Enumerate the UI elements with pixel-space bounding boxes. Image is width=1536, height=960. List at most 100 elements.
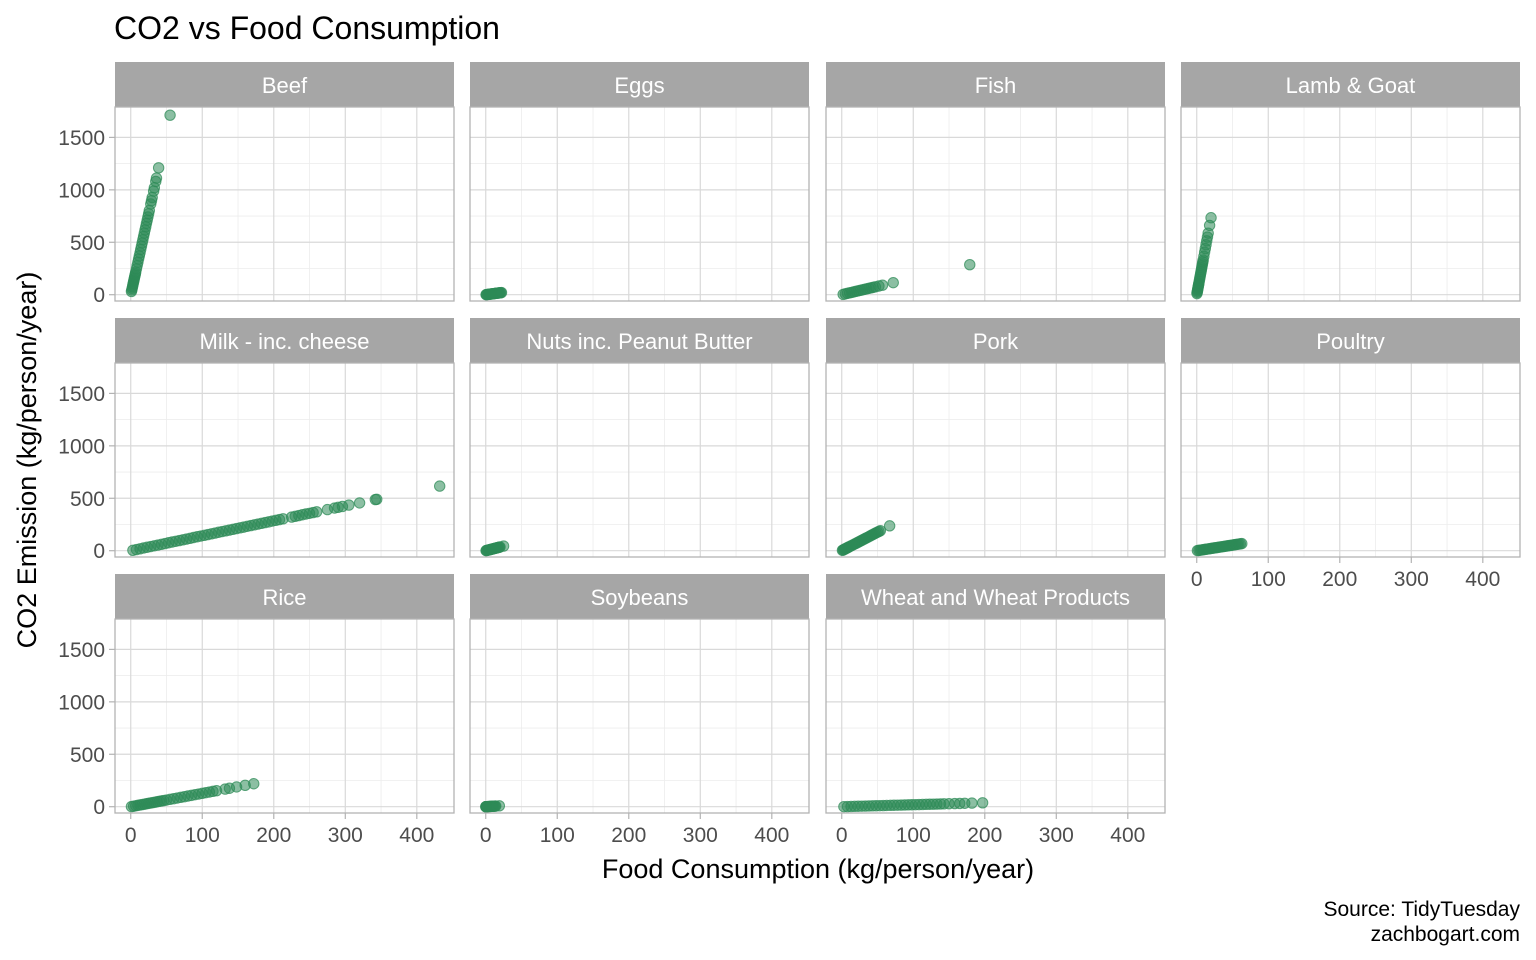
facet-wheat-and-wheat-products: Wheat and Wheat Products 0 100 200 300 400 — [825, 574, 1166, 847]
x-tick-label: 300 — [1039, 824, 1074, 847]
data-point — [883, 520, 896, 532]
facet-strip-label: Poultry — [1316, 329, 1384, 354]
facet-strip — [115, 318, 454, 363]
facet-strip — [470, 62, 809, 107]
x-tick-label: 200 — [1322, 568, 1357, 591]
y-tick-label: 1000 — [58, 179, 105, 202]
facet-soybeans: Soybeans 0 100 200 300 400 — [469, 574, 810, 847]
data-point — [493, 800, 506, 812]
x-tick-label: 200 — [256, 824, 291, 847]
data-point — [433, 480, 446, 492]
data-point — [353, 497, 366, 509]
facet-panel-border — [469, 362, 810, 558]
facet-poultry: Poultry 0 100 200 300 400 — [1180, 318, 1521, 591]
y-tick-label: 0 — [93, 796, 105, 819]
data-point — [150, 172, 163, 184]
y-tick-label: 1000 — [58, 691, 105, 714]
facet-eggs: Eggs — [469, 62, 810, 302]
facet-rice: Rice 0 500 1000 1500 0 100 200 300 400 — [58, 574, 455, 847]
x-tick-label: 300 — [683, 824, 718, 847]
facet-fish: Fish — [825, 62, 1166, 302]
facet-strip — [115, 574, 454, 619]
chart-title: CO2 vs Food Consumption — [114, 10, 500, 46]
facet-beef: Beef 0 500 1000 1500 — [58, 62, 455, 307]
facet-panel — [470, 619, 809, 813]
data-point — [164, 109, 176, 121]
facet-milk-inc-cheese: Milk - inc. cheese 0 500 1000 1500 — [58, 318, 455, 563]
x-tick-label: 400 — [1465, 568, 1500, 591]
facet-panel-border — [825, 618, 1166, 814]
facet-panel-border — [825, 362, 1166, 558]
facet-panel-border — [114, 362, 455, 558]
y-tick-label: 500 — [70, 488, 105, 511]
facet-panel — [115, 363, 454, 557]
x-tick-label: 300 — [1394, 568, 1429, 591]
facet-strip — [826, 574, 1165, 619]
facet-pork: Pork — [825, 318, 1166, 558]
facet-strip — [115, 62, 454, 107]
facet-strip-label: Pork — [973, 329, 1019, 354]
facet-panel-border — [114, 618, 455, 814]
x-tick-label: 100 — [896, 824, 931, 847]
facet-panel-border — [469, 106, 810, 302]
facet-panel — [115, 619, 454, 813]
data-point — [1205, 212, 1217, 224]
data-point — [371, 493, 383, 506]
facet-strip — [1181, 318, 1520, 363]
facet-strip-label: Eggs — [614, 73, 664, 98]
x-tick-label: 200 — [611, 824, 646, 847]
x-tick-label: 0 — [1191, 568, 1203, 591]
x-tick-label: 400 — [754, 824, 789, 847]
data-point — [343, 499, 355, 511]
facet-strip-label: Nuts inc. Peanut Butter — [526, 329, 752, 354]
data-point — [964, 259, 976, 271]
data-point — [152, 162, 165, 174]
data-point — [310, 506, 323, 518]
facet-panel — [470, 107, 809, 301]
x-tick-label: 300 — [328, 824, 363, 847]
caption-source: Source: TidyTuesday — [1324, 898, 1521, 921]
data-point — [976, 797, 989, 809]
y-axis-title: CO2 Emission (kg/person/year) — [12, 272, 42, 649]
facet-strip-label: Lamb & Goat — [1286, 73, 1416, 98]
facet-panel-border — [825, 106, 1166, 302]
x-tick-label: 100 — [1251, 568, 1286, 591]
x-tick-label: 100 — [185, 824, 220, 847]
facet-panel-border — [469, 618, 810, 814]
caption-site: zachbogart.com — [1371, 923, 1520, 946]
facet-strip — [470, 574, 809, 619]
data-point — [874, 524, 887, 537]
facet-panel-border — [114, 106, 455, 302]
facet-panel — [470, 363, 809, 557]
y-tick-label: 1000 — [58, 435, 105, 458]
facet-panel — [1181, 363, 1520, 557]
data-point — [497, 540, 510, 552]
y-tick-label: 500 — [70, 232, 105, 255]
facet-strip — [826, 318, 1165, 363]
facet-panel — [826, 107, 1165, 301]
facet-strip — [1181, 62, 1520, 107]
x-tick-label: 0 — [480, 824, 492, 847]
x-tick-label: 400 — [1110, 824, 1145, 847]
facet-lamb-goat: Lamb & Goat — [1180, 62, 1521, 302]
facet-panel-border — [1180, 106, 1521, 302]
facet-panel — [1181, 107, 1520, 301]
facet-panel-border — [1180, 362, 1521, 558]
data-point — [248, 778, 260, 790]
y-tick-label: 500 — [70, 744, 105, 767]
facet-strip-label: Soybeans — [591, 585, 689, 610]
facet-strip-label: Rice — [262, 585, 306, 610]
x-tick-label: 0 — [125, 824, 137, 847]
y-tick-label: 0 — [93, 540, 105, 563]
data-point — [495, 286, 508, 299]
data-point — [1236, 537, 1248, 550]
facet-strip-label: Beef — [262, 73, 308, 98]
data-point — [876, 279, 889, 291]
y-tick-label: 1500 — [58, 639, 105, 662]
facet-strip-label: Wheat and Wheat Products — [861, 585, 1130, 610]
facet-strip — [826, 62, 1165, 107]
data-point — [966, 797, 978, 809]
facet-strip-label: Milk - inc. cheese — [200, 329, 370, 354]
